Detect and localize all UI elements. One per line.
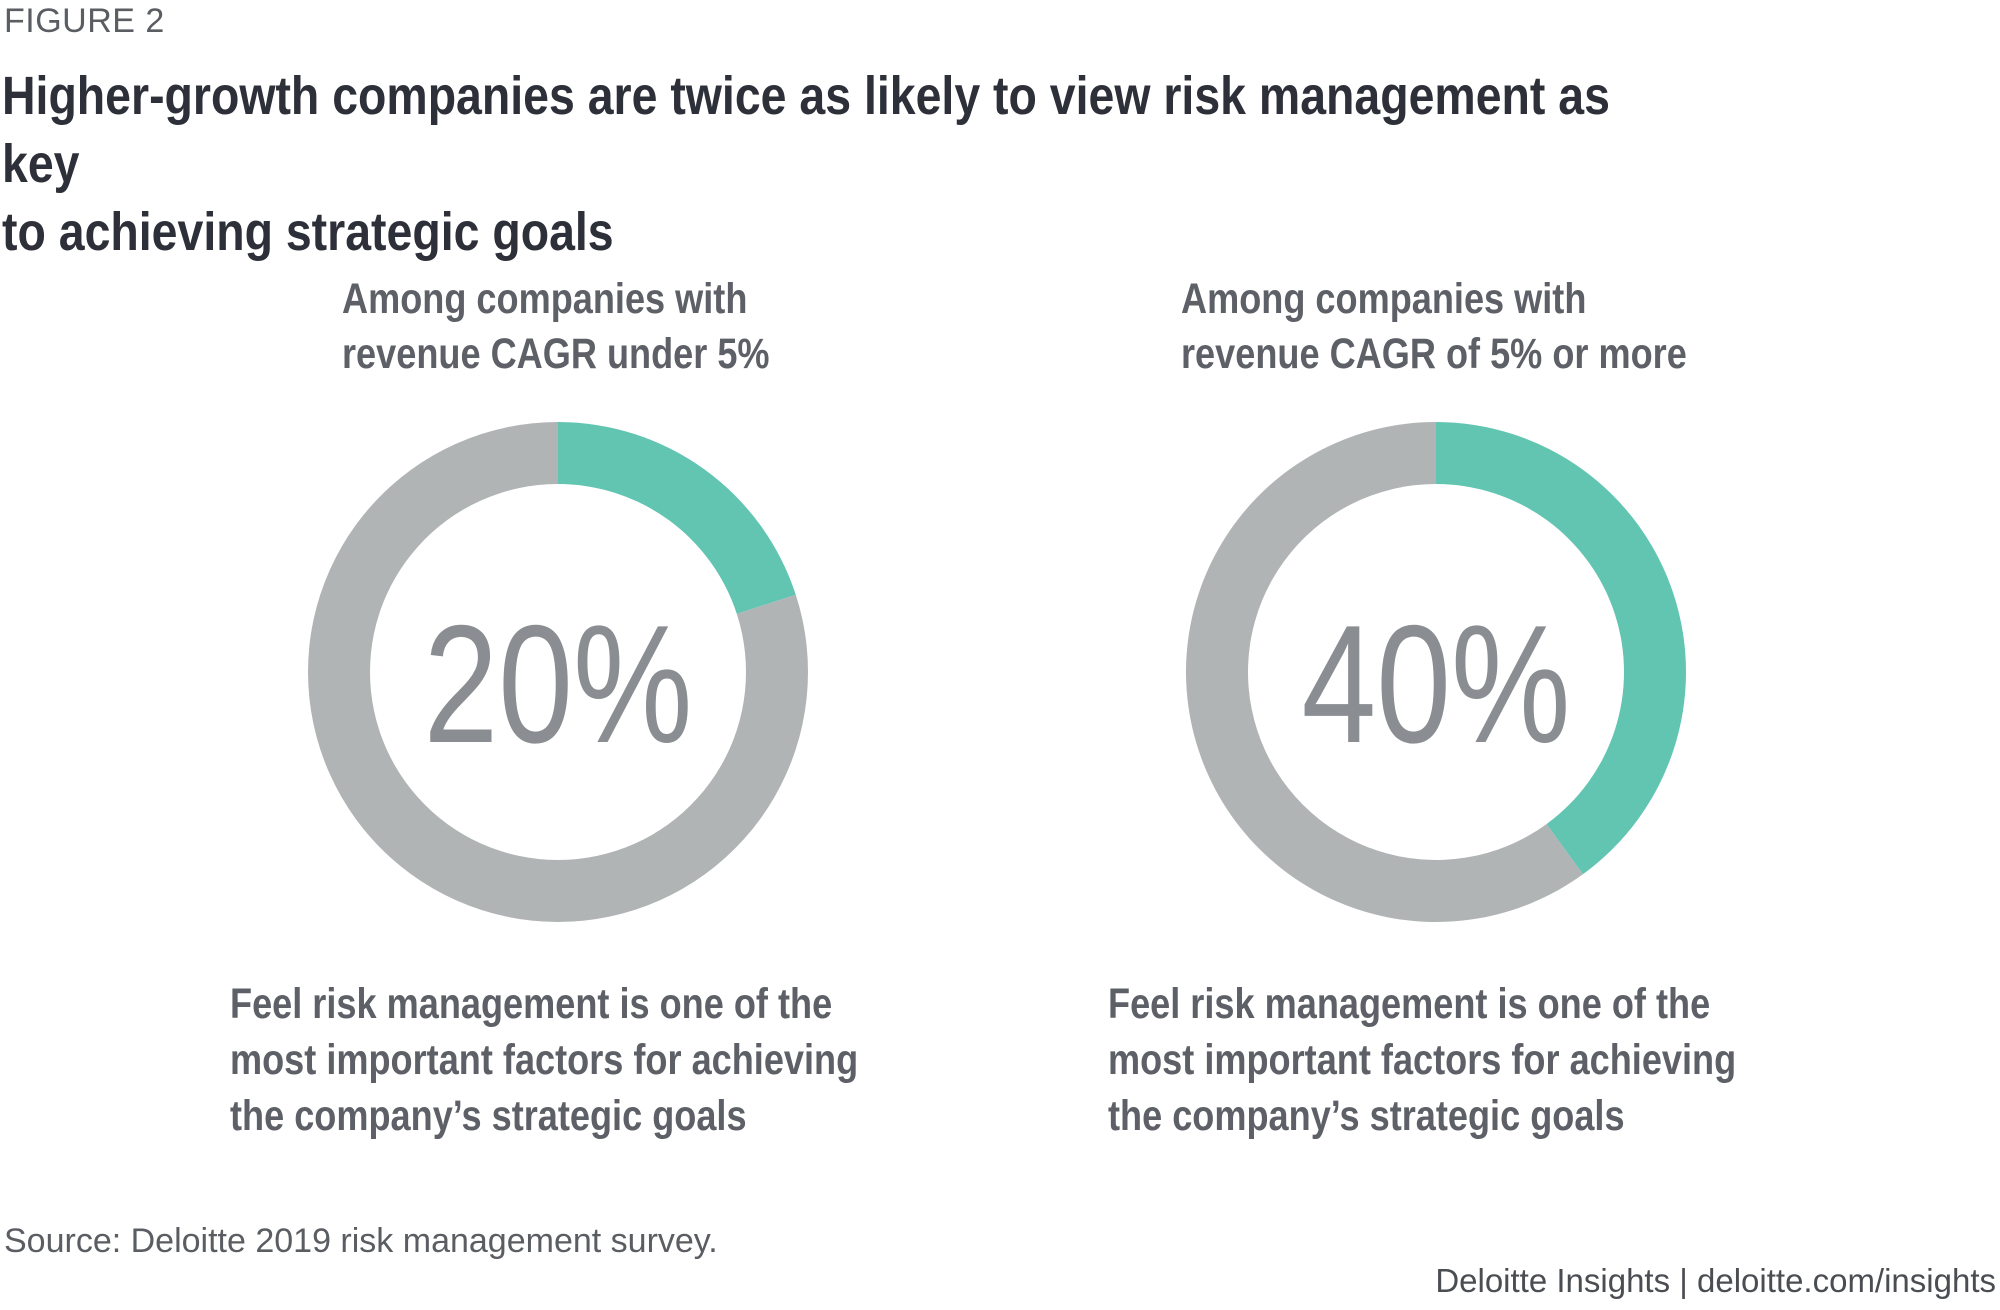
subtitle-left: Among companies with revenue CAGR under …: [342, 272, 770, 382]
subtitle-line: revenue CAGR under 5%: [342, 330, 770, 378]
subtitle-line: revenue CAGR of 5% or more: [1181, 330, 1687, 378]
description-line: Feel risk management is one of the: [1108, 980, 1711, 1028]
donut-right: [1186, 422, 1687, 922]
title-line: Higher-growth companies are twice as lik…: [2, 66, 1610, 194]
donut-slice-remainder: [1186, 422, 1583, 922]
description-line: the company’s strategic goals: [230, 1092, 747, 1140]
center-value-left: 20%: [424, 591, 693, 779]
source-note: Source: Deloitte 2019 risk management su…: [4, 1222, 718, 1260]
donut-slice-highlight: [1436, 422, 1687, 875]
subtitle-right: Among companies with revenue CAGR of 5% …: [1181, 272, 1687, 382]
description-left: Feel risk management is one of the most …: [230, 976, 858, 1144]
donut-slice-highlight: [558, 422, 796, 614]
title-line: to achieving strategic goals: [2, 202, 614, 262]
description-line: most important factors for achieving: [230, 1036, 859, 1084]
description-right: Feel risk management is one of the most …: [1108, 976, 1736, 1144]
description-line: the company’s strategic goals: [1108, 1092, 1625, 1140]
credit-line: Deloitte Insights | deloitte.com/insight…: [1435, 1262, 1996, 1299]
description-line: most important factors for achieving: [1108, 1036, 1737, 1084]
figure-label: FIGURE 2: [4, 2, 165, 40]
subtitle-line: Among companies with: [1181, 275, 1587, 323]
subtitle-line: Among companies with: [342, 275, 748, 323]
donut-left: [308, 422, 808, 922]
chart-title: Higher-growth companies are twice as lik…: [2, 62, 1636, 266]
description-line: Feel risk management is one of the: [230, 980, 833, 1028]
center-value-right: 40%: [1302, 591, 1571, 779]
